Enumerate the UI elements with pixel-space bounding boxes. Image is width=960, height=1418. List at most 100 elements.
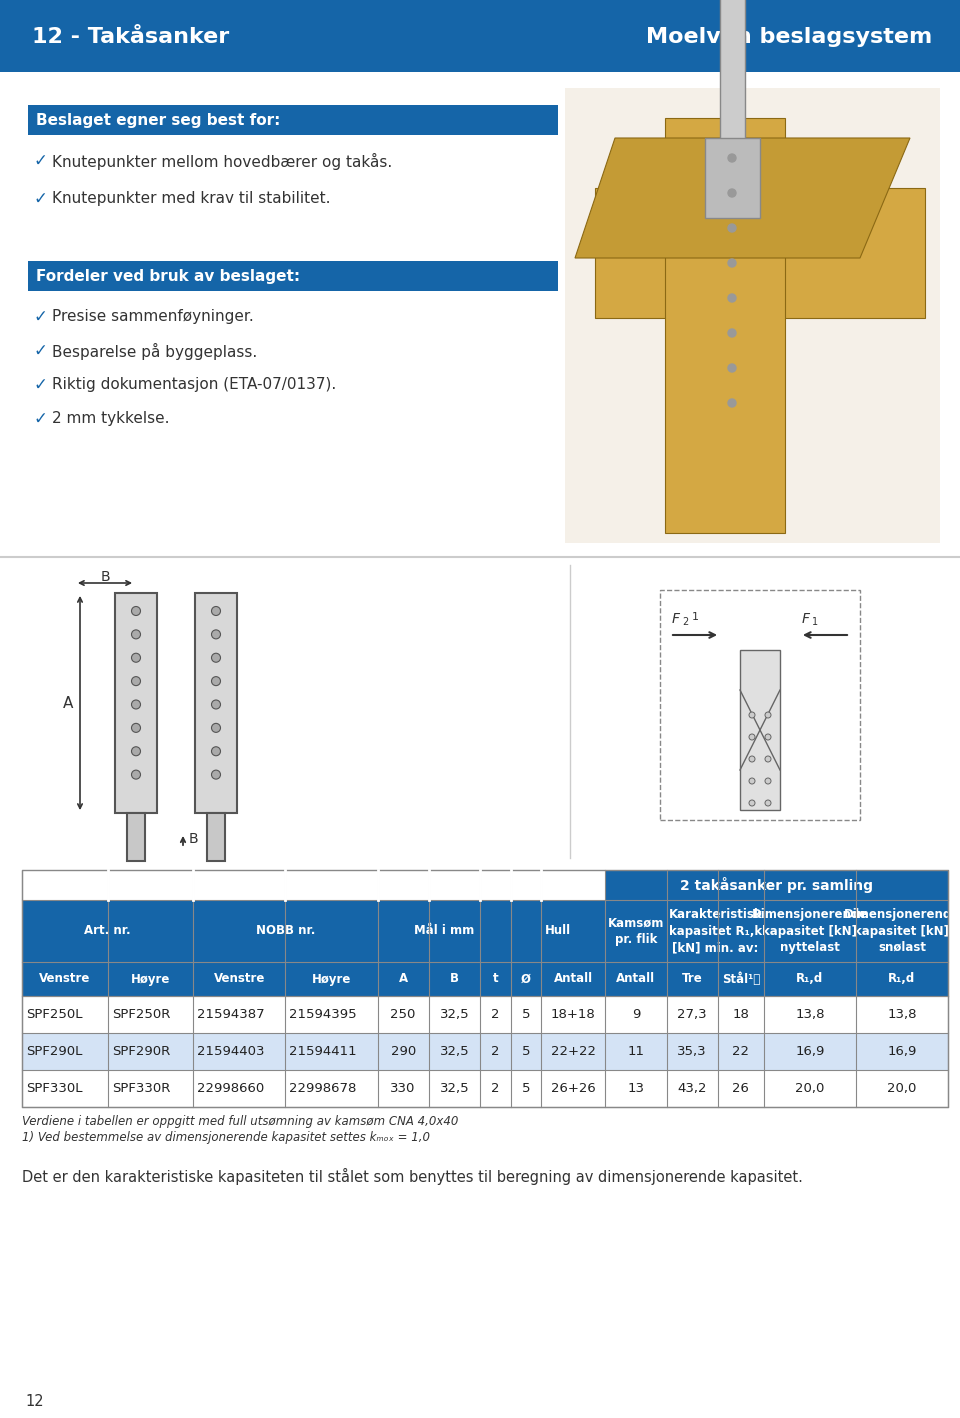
Circle shape bbox=[765, 800, 771, 805]
Text: 11: 11 bbox=[628, 1045, 644, 1058]
Text: R₁,d: R₁,d bbox=[888, 973, 916, 986]
Circle shape bbox=[132, 723, 140, 732]
Bar bbox=[0, 0, 960, 72]
Text: 32,5: 32,5 bbox=[440, 1082, 469, 1095]
Text: SPF290L: SPF290L bbox=[26, 1045, 83, 1058]
Text: 1: 1 bbox=[692, 613, 699, 623]
Bar bbox=[22, 1071, 948, 1107]
Circle shape bbox=[132, 630, 140, 640]
Circle shape bbox=[211, 630, 221, 640]
Bar bbox=[377, 961, 429, 995]
Bar bbox=[22, 995, 948, 1032]
Text: 16,9: 16,9 bbox=[795, 1045, 825, 1058]
Bar bbox=[285, 961, 377, 995]
Text: 5: 5 bbox=[521, 1082, 530, 1095]
Text: 18: 18 bbox=[732, 1008, 749, 1021]
Circle shape bbox=[132, 700, 140, 709]
Text: Stål¹⧠: Stål¹⧠ bbox=[722, 973, 760, 986]
Text: 21594395: 21594395 bbox=[290, 1008, 357, 1021]
Text: 1: 1 bbox=[812, 617, 818, 627]
Bar bbox=[764, 900, 856, 961]
Bar bbox=[605, 871, 948, 900]
Text: Det er den karakteristiske kapasiteten til stålet som benyttes til beregning av : Det er den karakteristiske kapasiteten t… bbox=[22, 1167, 803, 1184]
Bar bbox=[718, 961, 764, 995]
Text: 2: 2 bbox=[491, 1045, 499, 1058]
Text: ✓: ✓ bbox=[34, 190, 48, 208]
Text: SPF250L: SPF250L bbox=[26, 1008, 83, 1021]
Circle shape bbox=[132, 770, 140, 778]
Circle shape bbox=[728, 364, 736, 372]
Text: SPF290R: SPF290R bbox=[111, 1045, 170, 1058]
Circle shape bbox=[211, 723, 221, 732]
Circle shape bbox=[211, 747, 221, 756]
Circle shape bbox=[749, 756, 755, 761]
Circle shape bbox=[132, 676, 140, 686]
Text: Høyre: Høyre bbox=[312, 973, 351, 986]
Bar bbox=[565, 88, 940, 543]
Circle shape bbox=[132, 654, 140, 662]
Text: 2 mm tykkelse.: 2 mm tykkelse. bbox=[52, 411, 170, 427]
Text: SPF330R: SPF330R bbox=[111, 1082, 170, 1095]
Text: 43,2: 43,2 bbox=[678, 1082, 707, 1095]
Text: 22998660: 22998660 bbox=[198, 1082, 265, 1095]
Text: F: F bbox=[802, 613, 810, 625]
Bar bbox=[429, 961, 480, 995]
Text: ✓: ✓ bbox=[34, 308, 48, 326]
Text: Ø: Ø bbox=[521, 973, 531, 986]
Text: 20,0: 20,0 bbox=[795, 1082, 825, 1095]
Text: R₁,d: R₁,d bbox=[796, 973, 824, 986]
Text: 13,8: 13,8 bbox=[887, 1008, 917, 1021]
Circle shape bbox=[211, 700, 221, 709]
Circle shape bbox=[132, 607, 140, 615]
Text: Fordeler ved bruk av beslaget:: Fordeler ved bruk av beslaget: bbox=[36, 268, 300, 284]
Text: ✓: ✓ bbox=[34, 342, 48, 360]
Text: Antall: Antall bbox=[554, 973, 593, 986]
Circle shape bbox=[728, 189, 736, 197]
Text: NOBB nr.: NOBB nr. bbox=[255, 925, 315, 937]
Text: Verdiene i tabellen er oppgitt med full utsømning av kamsøm CNA 4,0x40: Verdiene i tabellen er oppgitt med full … bbox=[22, 1115, 458, 1127]
Circle shape bbox=[749, 735, 755, 740]
Text: SPF250R: SPF250R bbox=[111, 1008, 170, 1021]
Circle shape bbox=[765, 756, 771, 761]
Circle shape bbox=[765, 712, 771, 718]
Bar bbox=[22, 871, 605, 900]
Text: B: B bbox=[100, 570, 109, 584]
Bar bbox=[22, 871, 948, 1107]
Bar bbox=[666, 900, 764, 961]
Text: 18+18: 18+18 bbox=[551, 1008, 595, 1021]
Text: 32,5: 32,5 bbox=[440, 1008, 469, 1021]
Text: Venstre: Venstre bbox=[214, 973, 265, 986]
Circle shape bbox=[728, 259, 736, 267]
Bar bbox=[605, 961, 666, 995]
Bar bbox=[511, 900, 605, 961]
Text: Antall: Antall bbox=[616, 973, 656, 986]
Text: Venstre: Venstre bbox=[39, 973, 90, 986]
Bar bbox=[720, 0, 745, 147]
Text: 330: 330 bbox=[391, 1082, 416, 1095]
Bar bbox=[193, 900, 377, 961]
Circle shape bbox=[765, 778, 771, 784]
Bar bbox=[193, 961, 285, 995]
Bar bbox=[28, 105, 558, 135]
Circle shape bbox=[728, 224, 736, 233]
Circle shape bbox=[749, 712, 755, 718]
Bar bbox=[22, 961, 108, 995]
Circle shape bbox=[132, 747, 140, 756]
Text: 32,5: 32,5 bbox=[440, 1045, 469, 1058]
Text: Knutepunkter mellom hovedbærer og takås.: Knutepunkter mellom hovedbærer og takås. bbox=[52, 153, 393, 170]
Text: Moelven beslagsystem: Moelven beslagsystem bbox=[646, 27, 932, 47]
Text: 13,8: 13,8 bbox=[795, 1008, 825, 1021]
Text: 22: 22 bbox=[732, 1045, 750, 1058]
Text: 21594387: 21594387 bbox=[198, 1008, 265, 1021]
Bar bbox=[377, 900, 511, 961]
Text: SPF330L: SPF330L bbox=[26, 1082, 83, 1095]
Text: 290: 290 bbox=[391, 1045, 416, 1058]
Bar bbox=[28, 261, 558, 291]
Circle shape bbox=[749, 778, 755, 784]
Circle shape bbox=[211, 607, 221, 615]
Text: ✓: ✓ bbox=[34, 152, 48, 170]
Text: t: t bbox=[492, 973, 498, 986]
Circle shape bbox=[211, 676, 221, 686]
Bar bbox=[605, 900, 666, 961]
Bar bbox=[740, 649, 780, 810]
